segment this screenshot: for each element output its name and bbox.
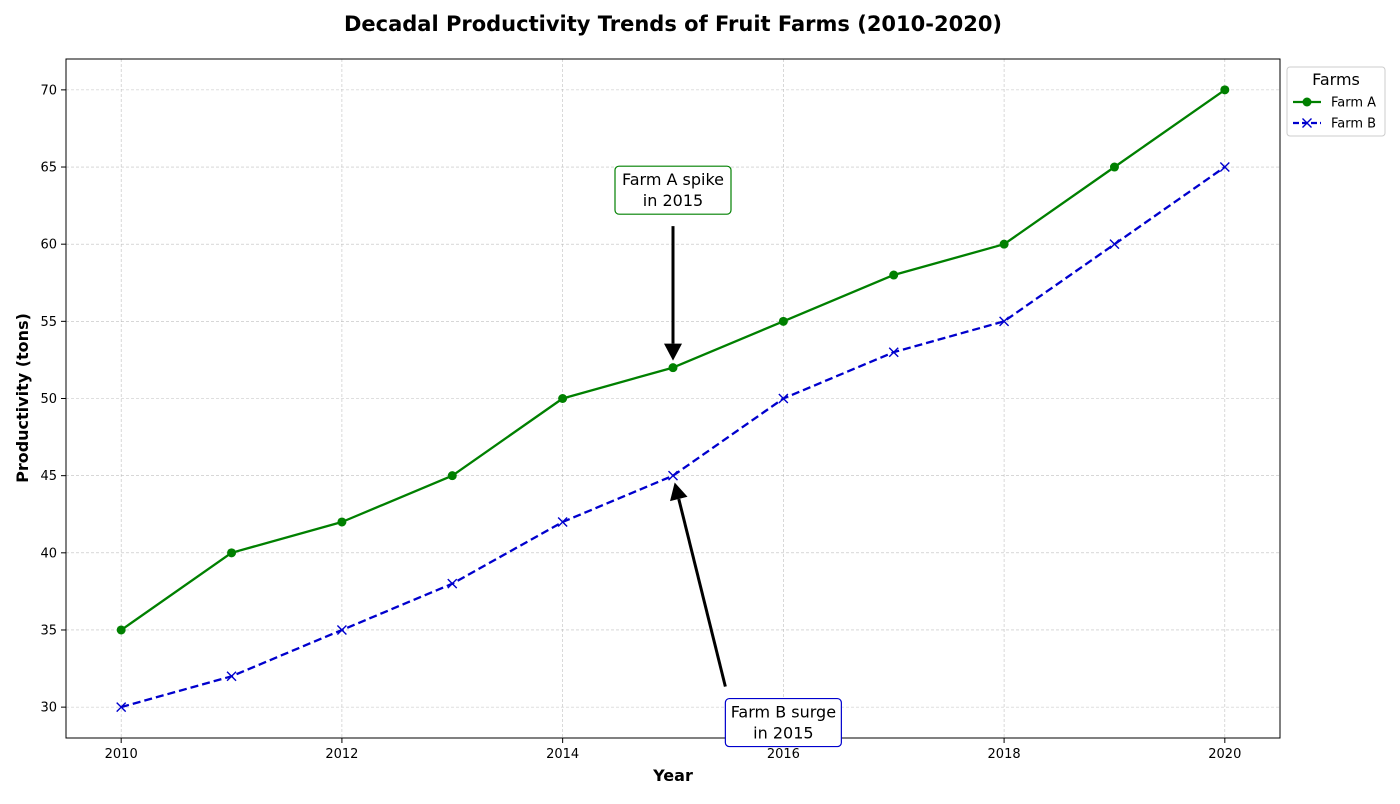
chart-title: Decadal Productivity Trends of Fruit Far… xyxy=(344,12,1002,36)
legend-entry-farm-a: Farm A xyxy=(1293,96,1376,111)
data-point-farm-b xyxy=(116,702,127,713)
data-point-farm-a xyxy=(1220,85,1230,95)
data-point-farm-a xyxy=(447,471,457,481)
y-tick-label: 45 xyxy=(40,469,57,484)
data-point-farm-b xyxy=(447,578,458,589)
x-tick-label: 2010 xyxy=(105,747,138,762)
annotation-2: Farm B surge in 2015 xyxy=(670,482,842,748)
data-point-farm-b xyxy=(888,347,899,358)
annotation-arrow-head xyxy=(670,482,688,502)
legend-marker xyxy=(1302,118,1312,128)
legend-title: Farms xyxy=(1312,70,1360,89)
data-point-farm-a xyxy=(1109,162,1119,172)
y-tick-label: 60 xyxy=(40,238,57,253)
data-point-farm-a xyxy=(337,517,347,527)
y-tick-label: 50 xyxy=(40,392,57,407)
y-tick-label: 65 xyxy=(40,161,57,176)
data-point-farm-a xyxy=(227,548,237,558)
annotation-box xyxy=(614,165,732,215)
data-point-farm-a xyxy=(116,625,126,635)
data-point-farm-b xyxy=(1219,162,1230,173)
data-point-farm-b xyxy=(668,470,678,481)
legend-marker xyxy=(1302,97,1312,107)
legend: Farms Farm A Farm B xyxy=(1286,66,1386,137)
annotation-text: in 2015 xyxy=(753,724,813,743)
data-point-farm-a xyxy=(668,363,678,373)
series-farm-a xyxy=(116,85,1230,635)
x-tick-label: 2018 xyxy=(988,747,1021,762)
y-tick-label: 35 xyxy=(40,623,57,638)
data-point-farm-b xyxy=(336,624,347,635)
y-tick-label: 70 xyxy=(40,83,57,98)
x-tick-label: 2016 xyxy=(767,747,800,762)
x-tick-label: 2020 xyxy=(1208,747,1241,762)
y-axis-label: Productivity (tons) xyxy=(13,313,32,483)
data-point-farm-a xyxy=(999,239,1009,249)
y-tick-label: 55 xyxy=(40,315,57,330)
y-tick-label: 40 xyxy=(40,546,57,561)
data-point-farm-b xyxy=(557,516,568,527)
annotation-arrow-shaft xyxy=(677,498,727,687)
annotations: Farm A spike in 2015 Farm B surge in 2015 xyxy=(614,165,842,748)
annotation-text: in 2015 xyxy=(643,191,703,210)
data-point-farm-b xyxy=(226,671,237,682)
series-layer xyxy=(116,85,1230,713)
legend-label: Farm A xyxy=(1331,96,1376,111)
annotation-box xyxy=(724,697,842,748)
annotation-1: Farm A spike in 2015 xyxy=(614,165,732,361)
data-point-farm-b xyxy=(999,316,1010,327)
data-point-farm-a xyxy=(558,394,568,403)
annotation-arrow-head xyxy=(664,343,682,361)
data-point-farm-a xyxy=(778,316,788,326)
x-tick-label: 2014 xyxy=(546,747,579,762)
data-point-farm-a xyxy=(889,270,899,280)
x-axis-label: Year xyxy=(652,766,693,785)
x-axis: 2010 2012 2014 2016 2018 2020 xyxy=(105,738,1241,762)
x-tick-label: 2012 xyxy=(325,747,358,762)
y-axis: 30 35 40 45 50 55 60 65 70 xyxy=(40,83,66,716)
y-tick-label: 30 xyxy=(40,701,57,716)
annotation-text: Farm A spike xyxy=(622,170,724,189)
data-point-farm-b xyxy=(778,393,789,404)
data-point-farm-b xyxy=(1109,239,1120,250)
series-farm-b xyxy=(116,162,1230,713)
grid-lines xyxy=(66,59,1280,738)
legend-entry-farm-b: Farm B xyxy=(1293,117,1376,132)
legend-label: Farm B xyxy=(1331,117,1376,132)
annotation-text: Farm B surge xyxy=(731,703,836,722)
